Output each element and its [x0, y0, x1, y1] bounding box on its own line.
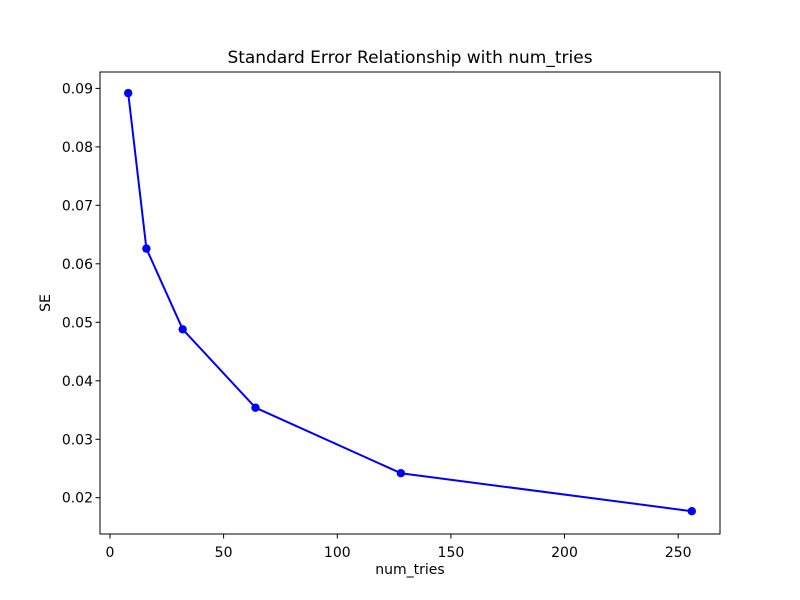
x-axis-ticks: 0 50 100 150 200 250 — [106, 534, 692, 561]
data-line — [127, 92, 693, 513]
y-tick-label: 0.05 — [62, 315, 93, 331]
x-tick-label: 250 — [665, 545, 692, 561]
data-point — [124, 88, 133, 98]
x-tick-label: 150 — [438, 545, 465, 561]
data-point — [142, 244, 151, 253]
x-tick-label: 50 — [215, 545, 233, 561]
plot-border — [99, 71, 721, 535]
x-axis-label: num_tries — [375, 562, 444, 578]
y-tick-label: 0.02 — [62, 491, 93, 507]
data-series — [124, 88, 696, 516]
x-tick-label: 100 — [324, 545, 351, 561]
x-tick-label: 0 — [106, 545, 115, 561]
y-tick-label: 0.04 — [62, 374, 93, 390]
y-tick-label: 0.06 — [62, 257, 93, 273]
data-point — [251, 403, 260, 412]
data-point — [687, 507, 696, 516]
data-point — [396, 469, 406, 478]
y-tick-label: 0.08 — [62, 140, 93, 156]
x-tick-label: 200 — [551, 545, 578, 561]
y-tick-label: 0.07 — [62, 198, 93, 214]
y-axis-label: SE — [38, 294, 54, 312]
y-axis-ticks: 0.02 0.03 0.04 0.05 0.06 0.07 0.08 0.09 — [62, 81, 100, 507]
y-tick-label: 0.03 — [62, 432, 93, 448]
data-point — [178, 325, 187, 334]
y-tick-label: 0.09 — [62, 81, 93, 97]
chart-title: Standard Error Relationship with num_tri… — [227, 48, 592, 68]
